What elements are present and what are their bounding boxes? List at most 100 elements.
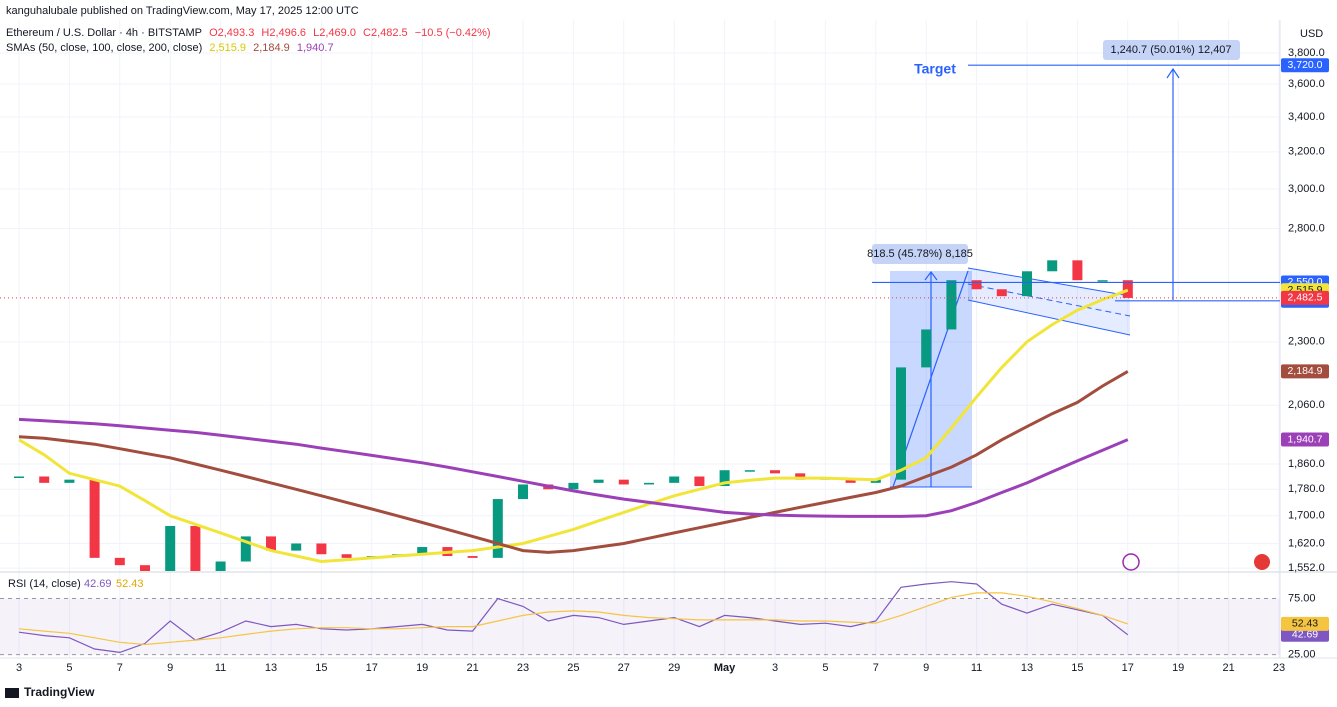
measure-label: 818.5 (45.78%) 8,185 xyxy=(867,248,973,260)
y-tick-label: 3,800.0 xyxy=(1288,47,1325,59)
candle xyxy=(266,536,276,551)
annotations: 818.5 (45.78%) 8,185 1,240.7 (50.01%) 12… xyxy=(867,40,1270,571)
sma-legend: SMAs (50, close, 100, close, 200, close) xyxy=(6,42,203,54)
ohlc: H2,496.6 xyxy=(261,27,307,39)
arrow-head xyxy=(924,271,938,281)
y-tick-label: 1,620.0 xyxy=(1288,537,1325,549)
series-line xyxy=(18,370,1129,554)
x-tick-label: 19 xyxy=(416,662,428,674)
publisher: kanguhalubale published on TradingView.c… xyxy=(6,5,359,17)
candle xyxy=(593,479,604,483)
candle xyxy=(996,289,1007,297)
ohlc: O2,493.3 xyxy=(209,27,255,39)
x-tick-label: 21 xyxy=(1222,662,1234,674)
x-tick-label: 3 xyxy=(16,662,22,674)
candle xyxy=(14,476,24,478)
y-tick-label: 2,300.0 xyxy=(1288,336,1325,348)
measure-label-bg xyxy=(872,244,968,264)
candle xyxy=(114,557,125,566)
candle xyxy=(719,470,730,487)
x-tick-label: 21 xyxy=(466,662,478,674)
x-tick-label: 17 xyxy=(366,662,378,674)
arrow-head xyxy=(1166,67,1180,79)
brand: TradingView xyxy=(24,685,95,699)
price-badge xyxy=(1281,432,1329,447)
price-badge xyxy=(1281,58,1329,73)
symbol-line: Ethereum / U.S. Dollar · 4h · BITSTAMP O… xyxy=(6,27,495,39)
logo xyxy=(5,688,19,698)
y-tick-label: 3,200.0 xyxy=(1288,146,1325,158)
x-tick-label: 3 xyxy=(772,662,778,674)
candle xyxy=(64,479,75,483)
y-tick-label: 3,000.0 xyxy=(1288,183,1325,195)
candle xyxy=(467,556,478,558)
candle xyxy=(744,470,755,472)
price-badge-label: 2,482.5 xyxy=(1287,292,1322,304)
y-tick-label: 1,860.0 xyxy=(1288,458,1325,470)
series-line xyxy=(18,592,1128,646)
channel-fill xyxy=(968,268,1130,335)
candle xyxy=(870,479,881,483)
x-tick-label: 23 xyxy=(1273,662,1285,674)
candle xyxy=(1047,260,1058,272)
price-badge xyxy=(1281,616,1329,631)
candle xyxy=(165,525,176,571)
x-tick-label: 9 xyxy=(923,662,929,674)
sma-value: 2,184.9 xyxy=(253,42,290,54)
rsi-legend-value: 52.43 xyxy=(116,578,144,590)
candle xyxy=(341,554,352,558)
x-tick-label: 11 xyxy=(971,662,982,674)
series-line xyxy=(18,288,1129,564)
rsi-legend-value: 42.69 xyxy=(84,578,112,590)
candle xyxy=(240,536,251,562)
candle xyxy=(946,280,957,330)
price-badge xyxy=(1281,627,1329,642)
y-tick-label: 25.00 xyxy=(1288,649,1316,661)
target-text: Target xyxy=(914,61,956,77)
candle xyxy=(618,479,629,485)
axis-unit: USD xyxy=(1300,28,1323,40)
x-tick-label: 11 xyxy=(215,662,226,674)
x-tick-label: 29 xyxy=(668,662,680,674)
x-tick-label: 25 xyxy=(567,662,579,674)
price-badge-label: 52.43 xyxy=(1292,618,1318,630)
x-tick-label: 19 xyxy=(1172,662,1184,674)
candle xyxy=(291,543,302,551)
sma-line: SMAs (50, close, 100, close, 200, close)… xyxy=(6,42,338,54)
candle xyxy=(1097,280,1108,282)
price-badge-label: 42.69 xyxy=(1292,629,1318,641)
x-tick-label: 23 xyxy=(517,662,529,674)
candle xyxy=(417,547,428,555)
candle xyxy=(140,565,150,571)
x-tick-label: May xyxy=(714,662,736,674)
y-tick-label: 2,060.0 xyxy=(1288,399,1325,411)
x-tick-label: 7 xyxy=(873,662,879,674)
sma-value: 2,515.9 xyxy=(209,42,247,54)
price-badge xyxy=(1281,364,1329,379)
candle xyxy=(316,543,327,555)
candle xyxy=(971,280,982,290)
ohlc: C2,482.5 xyxy=(363,27,408,39)
candle xyxy=(644,482,654,485)
candle xyxy=(518,484,528,500)
target-label-bg xyxy=(1103,40,1240,60)
candle xyxy=(1072,260,1083,281)
candle xyxy=(215,561,226,571)
y-tick-label: 3,400.0 xyxy=(1288,111,1325,123)
x-tick-label: 17 xyxy=(1122,662,1134,674)
series-line xyxy=(18,417,1129,518)
x-tick-label: 9 xyxy=(167,662,173,674)
change: −10.5 (−0.42%) xyxy=(414,27,491,39)
x-tick-label: 27 xyxy=(618,662,630,674)
y-tick-label: 1,552.0 xyxy=(1288,562,1325,574)
x-tick-label: 5 xyxy=(822,662,828,674)
icon xyxy=(1122,553,1140,571)
sma-value: 1,940.7 xyxy=(296,42,334,54)
candle xyxy=(190,525,201,571)
candle xyxy=(669,476,680,483)
symbol: Ethereum / U.S. Dollar · 4h · BITSTAMP xyxy=(6,27,203,39)
y-tick-label: 1,780.0 xyxy=(1288,483,1325,495)
x-tick-label: 7 xyxy=(117,662,123,674)
